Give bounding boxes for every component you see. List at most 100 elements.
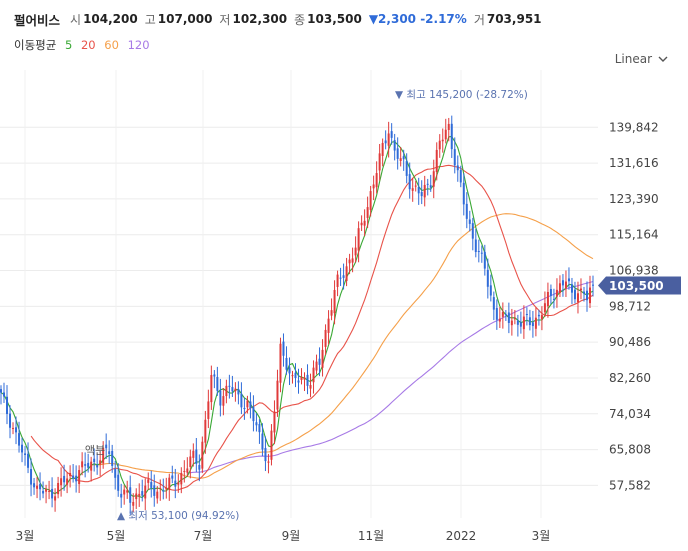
- candle-body: [492, 297, 495, 310]
- candle: [372, 175, 375, 201]
- high-annotation: ▼ 최고 145,200 (-28.72%): [395, 89, 528, 101]
- candle: [417, 177, 420, 205]
- candle-body: [192, 450, 195, 458]
- candle: [198, 454, 201, 482]
- ma60-path: [91, 213, 594, 479]
- candle: [480, 245, 483, 263]
- candle: [441, 128, 444, 153]
- candle: [6, 385, 9, 425]
- candle-body: [264, 447, 267, 462]
- candle: [546, 282, 549, 318]
- candle-body: [186, 468, 189, 473]
- moving-average-legend[interactable]: 이동평균 5 20 60 120: [14, 37, 155, 53]
- candle-body: [45, 489, 48, 492]
- candle-body: [291, 375, 294, 377]
- candle: [0, 385, 2, 405]
- candle: [297, 368, 300, 394]
- candle-body: [228, 385, 231, 387]
- candle-body: [303, 377, 306, 380]
- candle: [255, 413, 258, 432]
- candle: [399, 147, 402, 167]
- candle: [435, 142, 438, 181]
- candle-body: [426, 183, 429, 185]
- candle-body: [555, 289, 558, 297]
- candle-body: [345, 266, 348, 281]
- candle: [159, 479, 162, 501]
- candle-body: [207, 401, 210, 419]
- scale-selector[interactable]: Linear: [615, 52, 668, 66]
- candle-body: [237, 389, 240, 395]
- candle-body: [519, 322, 522, 327]
- candle-body: [417, 187, 420, 194]
- low-label: 저: [219, 12, 231, 27]
- event-marker: 액분: [85, 444, 105, 457]
- candle-body: [438, 140, 441, 150]
- candle-body: [234, 388, 237, 392]
- candle-body: [195, 449, 198, 464]
- candle-body: [360, 222, 363, 226]
- candle-body: [138, 493, 141, 497]
- candle-body: [333, 289, 336, 314]
- candle-body: [528, 317, 531, 326]
- candle-body: [120, 493, 123, 498]
- candle: [531, 310, 534, 338]
- candle-body: [177, 482, 180, 485]
- candle: [579, 278, 582, 300]
- candle-body: [294, 372, 297, 378]
- candle: [378, 144, 381, 181]
- candle: [324, 324, 327, 356]
- candle-body: [42, 490, 45, 494]
- candle: [264, 436, 267, 472]
- candle-body: [483, 251, 486, 269]
- ma120-line: [187, 280, 594, 474]
- candle: [402, 149, 405, 171]
- candle: [291, 370, 294, 384]
- candle-body: [357, 228, 360, 251]
- candle: [501, 302, 504, 329]
- ma-5: 5: [64, 38, 73, 52]
- candle-body: [330, 310, 333, 316]
- volume-value: 703,951: [486, 12, 542, 26]
- candle-body: [78, 470, 81, 485]
- candle-body: [354, 247, 357, 256]
- candle-body: [204, 419, 207, 443]
- candle: [207, 389, 210, 429]
- candle: [549, 284, 552, 304]
- scale-label: Linear: [614, 52, 652, 66]
- candle-body: [567, 278, 570, 282]
- candle-body: [144, 485, 147, 499]
- candle: [96, 453, 99, 475]
- candle-body: [489, 285, 492, 296]
- candle-body: [81, 461, 84, 468]
- candle-body: [363, 220, 366, 226]
- candle: [129, 475, 132, 515]
- candle: [537, 309, 540, 326]
- candle-body: [135, 493, 138, 500]
- candle: [306, 364, 309, 395]
- candle: [456, 155, 459, 182]
- candle-body: [3, 392, 6, 397]
- candle-body: [249, 401, 252, 409]
- candle-body: [564, 281, 567, 289]
- candle: [243, 397, 246, 420]
- candle: [573, 281, 576, 304]
- candle: [510, 308, 513, 336]
- candle: [444, 118, 447, 144]
- candle-body: [93, 458, 96, 463]
- candle-body: [60, 478, 63, 486]
- candle: [69, 465, 72, 488]
- candle: [54, 488, 57, 512]
- candle-body: [390, 131, 393, 138]
- candle-body: [276, 380, 279, 410]
- candle: [387, 121, 390, 158]
- annotations: ▼ 최고 145,200 (-28.72%) ▲ 최저 53,100 (94.92…: [85, 89, 528, 522]
- candle-body: [315, 361, 318, 371]
- x-tick-label: 9월: [282, 529, 301, 543]
- current-price-tag: 103,500: [598, 276, 681, 295]
- candle: [360, 215, 363, 231]
- candle: [72, 464, 75, 483]
- x-tick-label: 2022: [446, 529, 477, 543]
- candle: [204, 410, 207, 454]
- candle: [132, 493, 135, 513]
